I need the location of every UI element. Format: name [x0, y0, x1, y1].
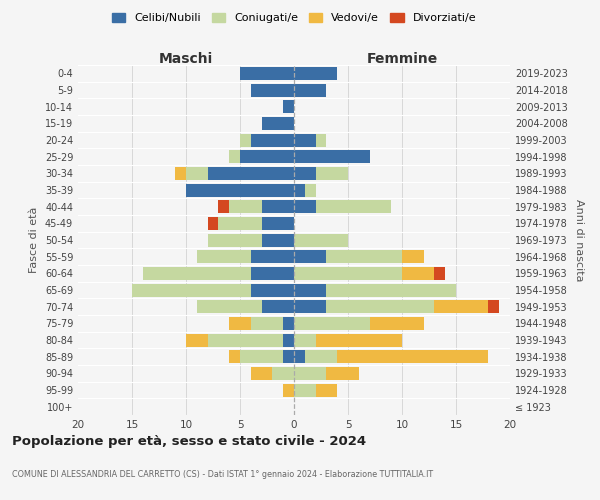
Bar	[229, 350, 240, 363]
Bar	[283, 100, 294, 113]
Bar	[294, 134, 316, 146]
Bar	[294, 84, 326, 96]
Bar	[208, 234, 262, 246]
Bar	[251, 250, 294, 263]
Bar	[294, 184, 305, 196]
Bar	[186, 334, 208, 346]
Bar	[316, 134, 326, 146]
Bar	[316, 200, 391, 213]
Bar	[240, 134, 251, 146]
Bar	[229, 317, 251, 330]
Bar	[316, 384, 337, 396]
Bar	[337, 350, 488, 363]
Bar	[251, 367, 272, 380]
Text: Maschi: Maschi	[159, 52, 213, 66]
Bar	[186, 167, 208, 180]
Bar	[294, 67, 337, 80]
Bar	[488, 300, 499, 313]
Text: Femmine: Femmine	[367, 52, 437, 66]
Bar	[294, 284, 326, 296]
Bar	[294, 200, 316, 213]
Bar	[218, 217, 262, 230]
Y-axis label: Fasce di età: Fasce di età	[29, 207, 39, 273]
Bar	[262, 200, 294, 213]
Bar	[294, 317, 370, 330]
Bar	[294, 367, 326, 380]
Bar	[262, 217, 294, 230]
Bar	[229, 200, 262, 213]
Bar	[294, 150, 370, 163]
Bar	[262, 300, 294, 313]
Bar	[326, 284, 456, 296]
Bar	[294, 234, 348, 246]
Bar	[294, 300, 326, 313]
Bar	[251, 267, 294, 280]
Bar	[186, 184, 294, 196]
Bar	[326, 367, 359, 380]
Bar	[175, 167, 186, 180]
Bar	[316, 334, 402, 346]
Bar	[434, 267, 445, 280]
Bar	[402, 250, 424, 263]
Bar	[208, 334, 283, 346]
Bar	[240, 150, 294, 163]
Bar	[294, 384, 316, 396]
Bar	[132, 284, 251, 296]
Bar	[283, 350, 294, 363]
Bar	[316, 167, 348, 180]
Bar	[294, 334, 316, 346]
Text: Popolazione per età, sesso e stato civile - 2024: Popolazione per età, sesso e stato civil…	[12, 435, 366, 448]
Bar	[283, 317, 294, 330]
Bar	[402, 267, 434, 280]
Bar	[251, 317, 283, 330]
Legend: Celibi/Nubili, Coniugati/e, Vedovi/e, Divorziati/e: Celibi/Nubili, Coniugati/e, Vedovi/e, Di…	[107, 8, 481, 28]
Bar	[434, 300, 488, 313]
Bar	[143, 267, 251, 280]
Bar	[197, 300, 262, 313]
Bar	[251, 284, 294, 296]
Bar	[272, 367, 294, 380]
Bar	[294, 250, 326, 263]
Bar	[229, 150, 240, 163]
Bar	[294, 167, 316, 180]
Bar	[283, 334, 294, 346]
Bar	[240, 350, 283, 363]
Bar	[251, 134, 294, 146]
Text: COMUNE DI ALESSANDRIA DEL CARRETTO (CS) - Dati ISTAT 1° gennaio 2024 - Elaborazi: COMUNE DI ALESSANDRIA DEL CARRETTO (CS) …	[12, 470, 433, 479]
Bar	[197, 250, 251, 263]
Bar	[262, 117, 294, 130]
Bar	[251, 84, 294, 96]
Bar	[218, 200, 229, 213]
Bar	[294, 267, 402, 280]
Y-axis label: Anni di nascita: Anni di nascita	[574, 198, 584, 281]
Bar	[305, 350, 337, 363]
Bar	[294, 350, 305, 363]
Bar	[208, 217, 218, 230]
Bar	[370, 317, 424, 330]
Bar	[208, 167, 294, 180]
Bar	[240, 67, 294, 80]
Bar	[283, 384, 294, 396]
Bar	[305, 184, 316, 196]
Bar	[326, 250, 402, 263]
Bar	[262, 234, 294, 246]
Bar	[326, 300, 434, 313]
